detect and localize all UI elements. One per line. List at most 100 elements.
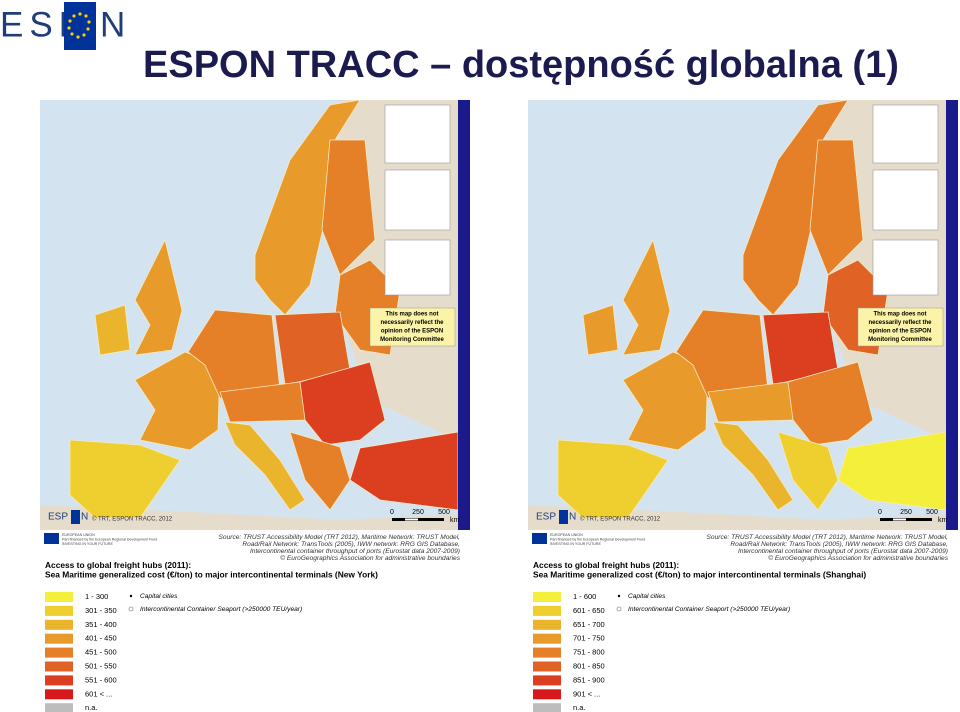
eu-text: INVESTING IN YOUR FUTURE: [550, 542, 601, 546]
small-logo: ESP: [536, 512, 556, 523]
source-text: © EuroGeographics Association for admini…: [280, 554, 461, 562]
legend-label: 501 - 550: [85, 661, 117, 670]
region: [837, 431, 947, 511]
scale-label: 0: [878, 509, 882, 516]
legend-swatch: [45, 592, 73, 602]
symbol-label: Intercontinental Container Seaport (>250…: [140, 606, 302, 613]
eu-text: EUROPEAN UNION: [550, 533, 583, 537]
inset-map: [384, 104, 451, 164]
legend-label: 601 < ...: [85, 689, 112, 698]
scale-label: 500: [438, 509, 450, 516]
note-box: [857, 307, 944, 347]
source-text: Source: TRUST Accessibility Model (TRT 2…: [707, 534, 949, 541]
note-text: Monitoring Committee: [380, 337, 444, 343]
eu-text: EUROPEAN UNION: [62, 533, 95, 537]
note-text: Monitoring Committee: [868, 337, 932, 343]
legend-label: n.a.: [573, 703, 586, 712]
legend-label: 351 - 400: [85, 620, 117, 629]
legend-label: 601 - 650: [573, 606, 605, 615]
legend-label: n.a.: [85, 703, 98, 712]
scale-bar: [405, 518, 418, 521]
region: [69, 439, 181, 519]
note-text: necessarily reflect the: [868, 320, 932, 326]
legend-label: 801 - 850: [573, 661, 605, 670]
small-logo: ESP: [48, 512, 68, 523]
inset-map: [872, 239, 939, 296]
region: [94, 304, 131, 356]
legend-label: 551 - 600: [85, 675, 117, 684]
scale-label: 0: [390, 509, 394, 516]
region: [134, 238, 183, 356]
legend-swatch: [533, 592, 561, 602]
inset-map: [872, 169, 939, 231]
eu-flag: [44, 533, 59, 544]
note-text: This map does not: [873, 312, 926, 318]
legend-swatch: [533, 647, 561, 658]
legend-swatch: [45, 619, 73, 630]
source-text: Intercontinental container throughput of…: [738, 548, 948, 555]
small-logo: N: [569, 512, 576, 523]
note-text: opinion of the ESPON: [869, 329, 931, 335]
legend-swatch: [533, 619, 561, 630]
legend-swatch: [533, 703, 561, 712]
region: [622, 238, 671, 356]
capital-symbol: [617, 594, 621, 598]
legend-swatch: [533, 605, 561, 616]
small-logo-flag: [71, 510, 80, 524]
source-text: Road/Rail Network: TransTools (2005), IW…: [730, 541, 948, 548]
logo-text: N: [100, 5, 131, 44]
legend-label: 701 - 750: [573, 634, 605, 643]
region: [289, 431, 351, 511]
inset-map: [384, 169, 451, 231]
eu-text: Part-financed by the European Regional D…: [550, 537, 645, 541]
logo-stars: [67, 12, 91, 39]
legend-label: 301 - 350: [85, 606, 117, 615]
legend-swatch: [45, 605, 73, 616]
frame-bar: [458, 100, 470, 530]
legend-title: Sea Maritime generalized cost (€/ton) to…: [533, 570, 866, 580]
small-logo: N: [81, 512, 88, 523]
source-text: Intercontinental container throughput of…: [250, 548, 460, 555]
region: [321, 139, 376, 276]
title: ESPON TRACC – dostępność globalna (1): [143, 44, 899, 86]
note-box: [369, 307, 456, 347]
note-text: opinion of the ESPON: [381, 329, 443, 335]
legend-label: 1 - 300: [85, 592, 108, 601]
legend-label: 851 - 900: [573, 675, 605, 684]
legend-label: 901 < ...: [573, 689, 600, 698]
legend-swatch: [45, 703, 73, 712]
source-text: Road/Rail Network: TransTools (2005), IW…: [242, 541, 460, 548]
legend-label: 651 - 700: [573, 620, 605, 629]
region: [582, 304, 619, 356]
symbol-label: Capital cities: [628, 593, 666, 600]
legend-title: Access to global freight hubs (2011):: [533, 560, 679, 570]
note-text: This map does not: [385, 312, 438, 318]
credit: © TRT, ESPON TRACC, 2012: [580, 516, 661, 523]
legend-label: 401 - 450: [85, 634, 117, 643]
region: [224, 421, 306, 511]
scale-label: 500: [926, 509, 938, 516]
legend-label: 1 - 600: [573, 592, 596, 601]
legend-label: 451 - 500: [85, 648, 117, 657]
region: [809, 139, 864, 276]
note-text: necessarily reflect the: [380, 320, 444, 326]
symbol-label: Capital cities: [140, 593, 178, 600]
legend-swatch: [533, 661, 561, 672]
region: [787, 361, 874, 446]
legend-swatch: [45, 633, 73, 644]
map-panel: This map does not necessarily reflect the…: [528, 99, 958, 712]
seaport-symbol: [128, 606, 134, 612]
legend-swatch: [45, 661, 73, 672]
legend-swatch: [45, 647, 73, 658]
scale-label: 250: [412, 509, 424, 516]
scale-bar: [893, 518, 906, 521]
region: [299, 361, 386, 446]
region: [777, 431, 839, 511]
inset-map: [872, 104, 939, 164]
logo-flag: [64, 2, 96, 50]
small-logo-flag: [559, 510, 568, 524]
eu-flag: [532, 533, 547, 544]
map-panel: This map does not necessarily reflect the…: [40, 99, 470, 712]
legend-swatch: [533, 675, 561, 686]
